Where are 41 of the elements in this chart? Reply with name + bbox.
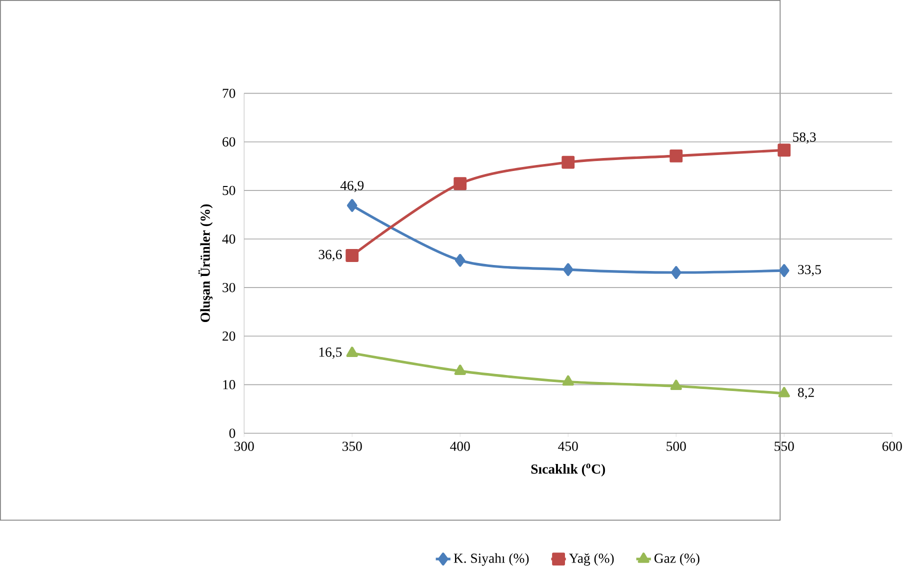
y-tick-label: 70: [222, 88, 236, 98]
point: [778, 264, 790, 277]
point: [454, 364, 466, 375]
point: [346, 346, 358, 357]
data-label: 58,3: [793, 132, 816, 144]
point: [778, 386, 790, 398]
data-label: 16,5: [319, 347, 342, 359]
x-tick-label: 450: [558, 442, 578, 451]
y-tick-label: 20: [222, 331, 236, 341]
legend-label: Yağ (%): [569, 553, 614, 566]
point: [670, 149, 683, 162]
x-axis-title: Sıcaklık ($^{o}$C): [531, 464, 605, 476]
point: [346, 198, 358, 212]
data-label: 33,5: [798, 264, 821, 276]
y-tick-label: 60: [222, 137, 236, 146]
point: [454, 254, 466, 267]
y-tick-label: 50: [222, 186, 236, 195]
point: [562, 263, 574, 276]
y-tick-label: 0: [229, 428, 236, 438]
legend-label: Gaz (%): [654, 553, 700, 566]
data-label: 8,2: [798, 388, 814, 399]
y-tick-label: 40: [222, 234, 236, 244]
x-tick-label: 600: [882, 442, 902, 451]
y-tick-label: 10: [223, 380, 236, 390]
x-tick-label: 400: [450, 442, 470, 451]
x-tick-label: 300: [234, 442, 254, 451]
legend-label: K. Siyahı (%): [454, 553, 529, 566]
point: [670, 266, 682, 279]
x-tick-label: 350: [342, 442, 362, 451]
point: [454, 177, 467, 190]
point: [346, 248, 359, 262]
data-label: 36,6: [318, 250, 342, 261]
y-tick-label: 30: [222, 282, 236, 292]
x-tick-label: 500: [666, 442, 686, 451]
point: [778, 144, 791, 156]
y-axis-title: Oluşan Ürünler (%): [198, 204, 213, 322]
data-label: 46,9: [340, 180, 364, 192]
point: [562, 375, 574, 386]
point: [562, 156, 575, 169]
point: [670, 380, 682, 390]
x-tick-label: 550: [774, 442, 794, 451]
